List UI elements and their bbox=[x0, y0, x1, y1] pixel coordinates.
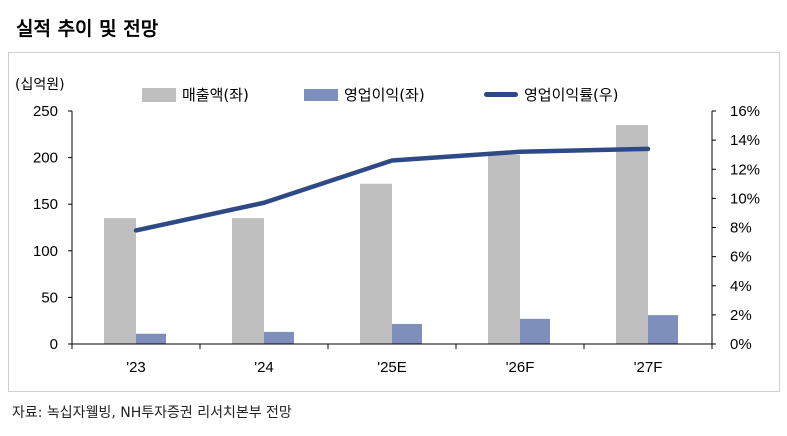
bar-revenue bbox=[104, 218, 136, 344]
bar-operating-profit bbox=[520, 318, 550, 344]
right-axis-tick-label: 16% bbox=[730, 103, 760, 120]
bar-operating-profit bbox=[136, 333, 166, 344]
legend-swatch-margin bbox=[484, 92, 518, 97]
bar-operating-profit bbox=[648, 315, 678, 344]
left-axis-tick-label: 250 bbox=[33, 103, 58, 120]
legend-item-margin: 영업이익률(우) bbox=[484, 84, 619, 105]
x-axis-label: '27F bbox=[634, 359, 663, 376]
right-axis-tick-label: 0% bbox=[730, 336, 752, 353]
bar-operating-profit bbox=[392, 323, 422, 344]
legend-label-margin: 영업이익률(우) bbox=[524, 86, 619, 104]
x-axis-label: '24 bbox=[254, 359, 274, 376]
bar-revenue bbox=[488, 154, 520, 344]
left-axis-tick-label: 100 bbox=[33, 243, 58, 260]
right-axis-tick-label: 4% bbox=[730, 278, 752, 295]
bar-operating-profit bbox=[264, 331, 294, 344]
left-axis-tick-label: 0 bbox=[50, 336, 58, 353]
legend-swatch-revenue bbox=[142, 87, 176, 102]
legend-item-op: 영업이익(좌) bbox=[304, 84, 425, 105]
legend-swatch-op bbox=[304, 88, 338, 101]
x-axis-label: '23 bbox=[126, 359, 146, 376]
right-axis-tick-label: 12% bbox=[730, 161, 760, 178]
chart-title: 실적 추이 및 전망 bbox=[16, 18, 159, 40]
right-axis-tick-label: 8% bbox=[730, 220, 752, 237]
right-axis-tick-label: 2% bbox=[730, 307, 752, 324]
right-axis-tick-label: 14% bbox=[730, 132, 760, 149]
left-axis-tick-label: 50 bbox=[41, 289, 58, 306]
source-note: 자료: 녹십자웰빙, NH투자증권 리서치본부 전망 bbox=[12, 405, 292, 421]
bar-revenue bbox=[360, 183, 392, 344]
right-axis-tick-label: 10% bbox=[730, 190, 760, 207]
legend-label-op: 영업이익(좌) bbox=[344, 86, 425, 104]
bar-revenue bbox=[232, 218, 264, 344]
legend-label-revenue: 매출액(좌) bbox=[182, 86, 249, 104]
right-axis-tick-label: 6% bbox=[730, 249, 752, 266]
x-axis-label: '26F bbox=[506, 359, 535, 376]
left-axis-tick-label: 200 bbox=[33, 150, 58, 167]
chart-frame bbox=[8, 52, 780, 392]
legend-item-revenue: 매출액(좌) bbox=[142, 84, 249, 105]
unit-label: (십억원) bbox=[15, 77, 65, 93]
left-axis-tick-label: 150 bbox=[33, 196, 58, 213]
x-axis-label: '25E bbox=[377, 359, 407, 376]
bar-revenue bbox=[616, 124, 648, 344]
